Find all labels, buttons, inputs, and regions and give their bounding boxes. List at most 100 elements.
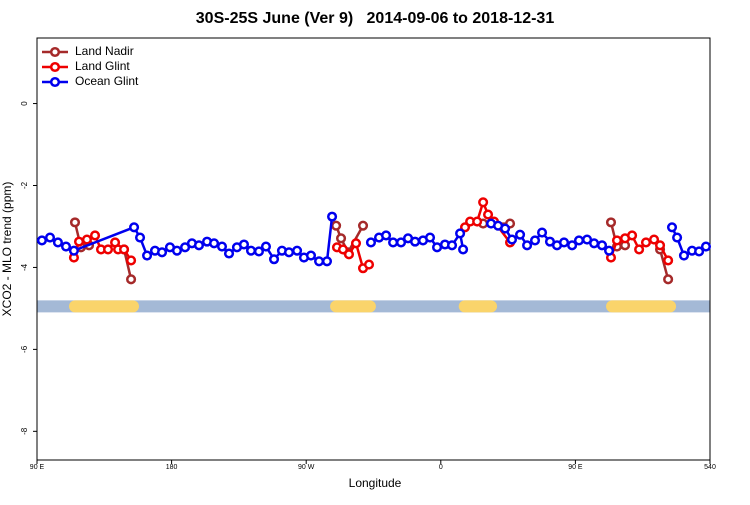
point xyxy=(44,232,56,243)
point xyxy=(350,238,362,249)
point xyxy=(458,244,469,255)
point xyxy=(327,211,338,222)
point xyxy=(363,259,375,270)
point xyxy=(268,254,280,265)
point xyxy=(663,255,674,266)
y-tick-label: -6 xyxy=(20,345,29,353)
point xyxy=(666,222,678,233)
point xyxy=(395,237,407,248)
point xyxy=(260,241,272,252)
point xyxy=(381,230,392,241)
point xyxy=(483,209,494,220)
x-tick-label: 0 xyxy=(439,464,443,471)
point xyxy=(596,240,608,251)
point xyxy=(478,197,489,208)
x-tick-label: 90 W xyxy=(298,464,315,471)
point xyxy=(331,220,342,231)
point xyxy=(529,235,541,246)
x-tick-label: 540 xyxy=(704,464,716,471)
point xyxy=(126,255,137,266)
point xyxy=(432,242,443,253)
point xyxy=(589,238,600,249)
point xyxy=(567,240,578,251)
legend-label: Ocean Glint xyxy=(75,74,139,88)
point xyxy=(180,242,191,253)
y-tick-label: -4 xyxy=(20,263,29,271)
legend-label: Land Nadir xyxy=(75,44,134,58)
point xyxy=(410,236,421,247)
point xyxy=(649,234,660,245)
series-line xyxy=(72,198,670,271)
chart-title: 30S-25S June (Ver 9) 2014-09-06 to 2018-… xyxy=(196,10,555,27)
point xyxy=(134,232,146,243)
point xyxy=(388,237,399,248)
point xyxy=(36,235,47,246)
point xyxy=(536,227,548,238)
point xyxy=(102,244,114,255)
y-tick-label: -8 xyxy=(20,427,29,435)
point xyxy=(335,233,347,244)
point xyxy=(522,240,533,251)
y-axis-label: XCO2 - MLO trend (ppm) xyxy=(0,182,14,317)
point xyxy=(506,234,518,245)
point xyxy=(89,230,101,241)
point xyxy=(245,245,257,256)
point xyxy=(654,240,666,251)
point xyxy=(68,245,79,256)
point xyxy=(69,217,81,228)
point xyxy=(126,274,137,285)
point xyxy=(60,241,72,252)
point xyxy=(129,222,140,233)
point xyxy=(357,220,369,231)
point xyxy=(156,247,168,258)
x-tick-label: 180 xyxy=(166,464,178,471)
point xyxy=(283,247,295,258)
point xyxy=(118,244,130,255)
legend-marker xyxy=(49,76,61,88)
point xyxy=(223,248,235,259)
point xyxy=(611,235,623,246)
point xyxy=(209,238,220,249)
legend-marker xyxy=(49,61,61,73)
point xyxy=(337,244,349,255)
point xyxy=(678,250,690,261)
point xyxy=(604,245,615,256)
point xyxy=(305,250,317,261)
legend-label: Land Glint xyxy=(75,59,130,73)
point xyxy=(81,234,93,245)
point xyxy=(558,237,570,248)
point xyxy=(171,245,183,256)
point xyxy=(455,228,466,239)
point xyxy=(627,230,638,241)
point xyxy=(605,217,617,228)
point xyxy=(52,237,63,248)
point xyxy=(73,236,85,247)
point xyxy=(365,237,377,248)
point xyxy=(321,256,333,267)
x-axis-label: Longitude xyxy=(349,476,402,490)
point xyxy=(515,229,526,240)
x-tick-label: 90 E xyxy=(30,464,45,471)
point xyxy=(424,232,436,243)
point xyxy=(292,245,303,256)
y-tick-label: 0 xyxy=(20,101,29,106)
point xyxy=(472,216,483,227)
point xyxy=(446,240,458,251)
y-tick-label: -2 xyxy=(20,181,29,189)
point xyxy=(216,241,228,252)
point xyxy=(500,223,511,234)
point xyxy=(253,246,264,257)
point xyxy=(694,246,705,257)
point xyxy=(193,240,205,251)
point xyxy=(700,241,712,252)
point xyxy=(343,249,355,260)
x-tick-label: 90 E xyxy=(568,464,583,471)
point xyxy=(142,250,153,261)
legend-marker xyxy=(49,46,61,58)
point xyxy=(573,235,585,246)
point xyxy=(663,274,674,285)
point xyxy=(238,239,250,250)
point xyxy=(314,256,325,267)
point xyxy=(672,232,683,243)
